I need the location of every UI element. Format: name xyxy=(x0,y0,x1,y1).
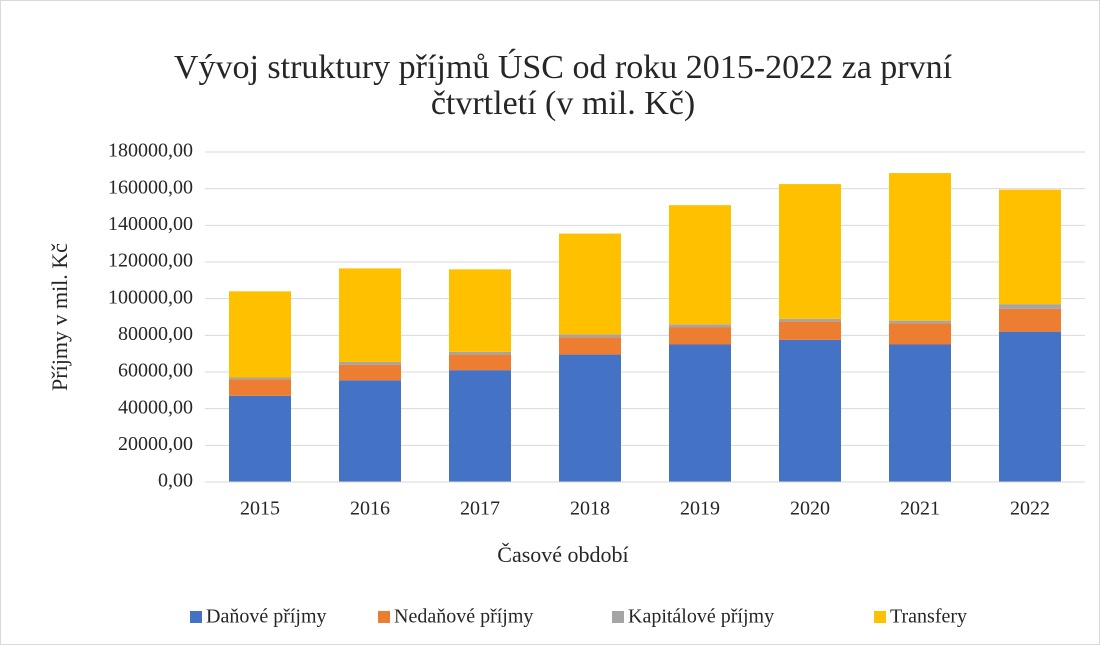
bar-segment xyxy=(779,318,841,322)
bar-segment xyxy=(669,327,731,345)
bar-segment xyxy=(889,323,951,345)
x-tick-label: 2022 xyxy=(1010,498,1050,520)
bar-segment xyxy=(449,351,511,355)
bar-segment xyxy=(779,321,841,340)
bar-segment xyxy=(339,380,401,482)
bar-segment xyxy=(999,189,1061,305)
x-tick-label: 2016 xyxy=(350,498,390,520)
x-tick-label: 2021 xyxy=(900,498,940,520)
bar-segment xyxy=(229,291,291,378)
chart-title: čtvrtletí (v mil. Kč) xyxy=(431,85,695,122)
bar-segment xyxy=(449,354,511,371)
bar-segment xyxy=(559,334,621,338)
y-tick-label: 160000,00 xyxy=(108,176,193,198)
y-tick-label: 180000,00 xyxy=(108,140,193,162)
legend-swatch xyxy=(612,611,624,623)
x-tick-label: 2018 xyxy=(570,498,610,520)
legend-label: Transfery xyxy=(890,606,967,628)
y-tick-label: 120000,00 xyxy=(108,250,193,272)
bar-segment xyxy=(339,364,401,381)
bar-segment xyxy=(559,354,621,482)
legend-swatch xyxy=(190,611,202,623)
x-tick-label: 2020 xyxy=(790,498,830,520)
y-tick-label: 0,00 xyxy=(158,470,193,492)
bar-segment xyxy=(779,339,841,482)
y-tick-label: 40000,00 xyxy=(118,396,193,418)
y-tick-label: 100000,00 xyxy=(108,286,193,308)
y-tick-label: 140000,00 xyxy=(108,213,193,235)
bar-segment xyxy=(229,377,291,380)
x-tick-label: 2015 xyxy=(240,498,280,520)
y-tick-label: 20000,00 xyxy=(118,433,193,455)
bar-segment xyxy=(339,268,401,362)
chart-title: Vývoj struktury příjmů ÚSC od roku 2015-… xyxy=(174,48,953,86)
x-tick-label: 2019 xyxy=(680,498,720,520)
bar-segment xyxy=(669,205,731,325)
bar-segment xyxy=(999,331,1061,482)
bar-segment xyxy=(889,344,951,482)
bar-segment xyxy=(229,379,291,396)
bar-segment xyxy=(779,184,841,319)
legend-label: Nedaňové příjmy xyxy=(394,606,533,628)
legend-swatch xyxy=(874,611,886,623)
bar-segment xyxy=(339,361,401,365)
x-axis-label: Časové období xyxy=(497,542,628,567)
legend-swatch xyxy=(378,611,390,623)
y-axis-label: Příjmy v mil. Kč xyxy=(47,243,72,391)
bar-segment xyxy=(449,269,511,352)
bar-segment xyxy=(669,324,731,328)
bar-segment xyxy=(229,395,291,482)
bar-segment xyxy=(999,308,1061,332)
y-tick-label: 80000,00 xyxy=(118,323,193,345)
bar-segment xyxy=(669,344,731,482)
legend-label: Daňové příjmy xyxy=(206,606,327,628)
y-tick-label: 60000,00 xyxy=(118,360,193,382)
x-tick-label: 2017 xyxy=(460,498,500,520)
bar-segment xyxy=(889,320,951,324)
bar-segment xyxy=(449,370,511,482)
legend-label: Kapitálové příjmy xyxy=(628,606,774,628)
bar-segment xyxy=(559,337,621,355)
bar-segment xyxy=(999,304,1061,309)
bar-segment xyxy=(559,233,621,335)
bar-segment xyxy=(889,173,951,321)
